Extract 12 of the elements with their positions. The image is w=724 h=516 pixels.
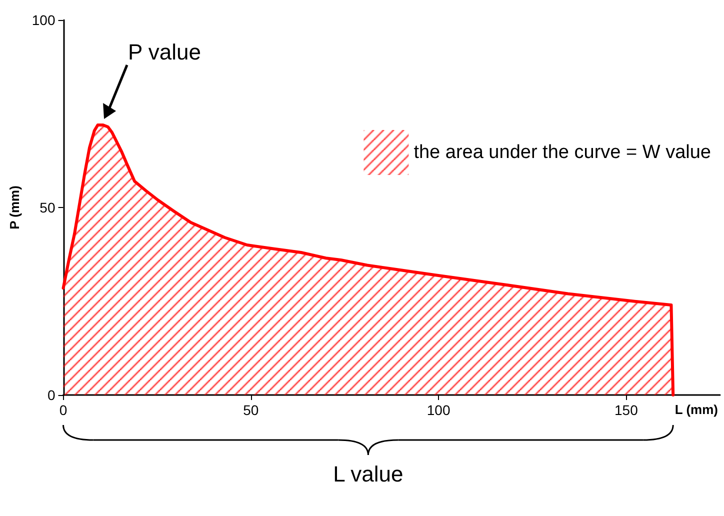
annotation: P value [128,40,202,64]
x-tick-label: 100 [426,402,450,418]
x-tick-label: 150 [614,402,638,418]
legend-label: the area under the curve = W value [414,142,711,163]
y-tick-label: 50 [40,200,56,216]
y-tick-label: 0 [47,387,56,403]
y-axis-title: P (mm) [7,186,22,230]
y-tick-label: 100 [32,12,56,28]
x-tick-label: 50 [243,402,259,418]
text: L value [333,462,404,486]
x-tick-label: 0 [59,402,68,418]
x-axis-title: L (mm) [674,402,718,417]
